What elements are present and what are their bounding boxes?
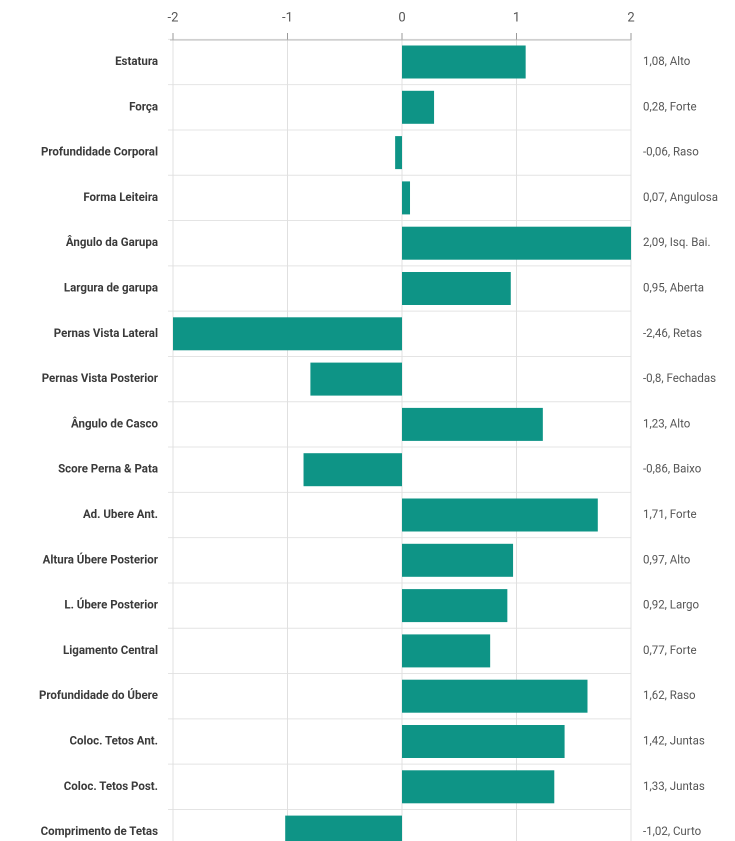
labels: -2 -1 0 1 2 Estatura 1,08, Alto Força 0,28, Fort… xyxy=(39,10,718,838)
bar xyxy=(395,136,402,170)
category-label: Altura Úbere Posterior xyxy=(43,552,159,566)
value-label: 1,33, Juntas xyxy=(643,779,705,793)
bar xyxy=(402,589,508,623)
category-label: Pernas Vista Posterior xyxy=(42,371,159,385)
category-label: Profundidade do Úbere xyxy=(39,688,158,702)
value-label: 1,62, Raso xyxy=(643,688,696,702)
category-label: Ângulo de Casco xyxy=(71,416,159,430)
category-label: Score Perna & Pata xyxy=(58,462,158,476)
category-label: L. Úbere Posterior xyxy=(64,598,158,612)
value-label: 1,23, Alto xyxy=(643,416,691,430)
bar xyxy=(402,634,491,668)
category-label: Ad. Ubere Ant. xyxy=(83,507,158,521)
x-tick-label: -2 xyxy=(168,10,179,25)
value-label: 0,95, Aberta xyxy=(643,281,704,295)
category-label: Estatura xyxy=(115,54,158,68)
bar xyxy=(402,181,411,215)
bar xyxy=(402,725,565,758)
value-label: -1,02, Curto xyxy=(643,824,702,838)
bar xyxy=(402,498,598,532)
bar xyxy=(402,90,435,124)
bars xyxy=(173,45,631,841)
category-label: Forma Leiteira xyxy=(83,190,158,204)
value-label: -2,46, Retas xyxy=(643,326,702,340)
value-label: 2,09, Isq. Bai. xyxy=(643,235,711,249)
value-label: 0,97, Alto xyxy=(643,552,691,566)
bar xyxy=(402,45,526,79)
value-label: -0,86, Baixo xyxy=(643,462,702,476)
grid xyxy=(168,33,632,841)
bar xyxy=(310,362,402,396)
bar xyxy=(285,815,402,841)
category-label: Profundidade Corporal xyxy=(41,145,158,159)
x-tick-label: -1 xyxy=(282,10,293,25)
category-label: Ângulo da Garupa xyxy=(66,235,158,249)
value-label: 0,28, Forte xyxy=(643,99,697,113)
x-tick-label: 2 xyxy=(627,10,634,25)
value-label: 1,71, Forte xyxy=(643,507,697,521)
category-label: Comprimento de Tetas xyxy=(41,824,159,838)
bar xyxy=(402,543,514,577)
value-label: 0,77, Forte xyxy=(643,643,697,657)
category-label: Pernas Vista Lateral xyxy=(54,326,158,340)
bar xyxy=(402,272,511,305)
category-label: Coloc. Tetos Post. xyxy=(64,779,158,793)
bar xyxy=(173,317,402,351)
value-label: 0,07, Angulosa xyxy=(643,190,718,204)
value-label: 1,08, Alto xyxy=(643,54,691,68)
bar xyxy=(402,407,543,441)
category-label: Largura de garupa xyxy=(64,281,158,295)
value-label: 1,42, Juntas xyxy=(643,734,705,748)
bar xyxy=(402,226,631,260)
x-tick-label: 1 xyxy=(513,10,520,25)
x-tick-label: 0 xyxy=(398,10,405,25)
bar xyxy=(402,770,555,804)
bar xyxy=(402,679,588,713)
value-label: -0,06, Raso xyxy=(643,145,699,159)
category-label: Força xyxy=(129,99,158,113)
value-label: 0,92, Largo xyxy=(643,598,699,612)
category-label: Ligamento Central xyxy=(63,643,158,657)
bar xyxy=(303,453,402,487)
category-label: Coloc. Tetos Ant. xyxy=(70,734,158,748)
value-label: -0,8, Fechadas xyxy=(643,371,716,385)
